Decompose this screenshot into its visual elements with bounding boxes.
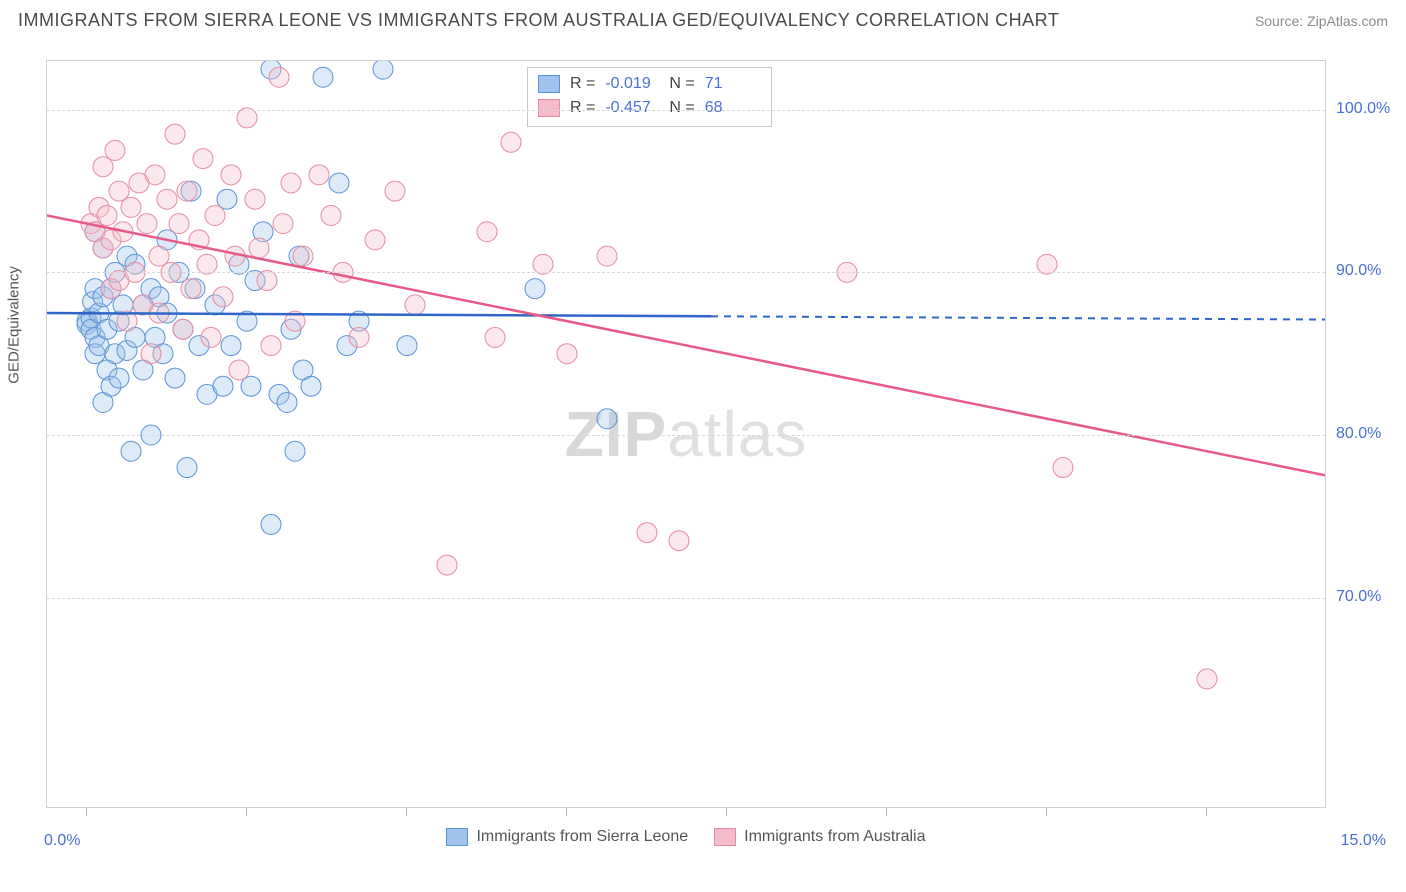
- source-name: ZipAtlas.com: [1307, 13, 1388, 29]
- legend-item-sierra-leone: Immigrants from Sierra Leone: [446, 828, 688, 846]
- legend-row-australia: R = -0.457 N = 68: [538, 96, 759, 120]
- y-tick-label: 90.0%: [1336, 262, 1381, 280]
- series-label-sierra-leone: Immigrants from Sierra Leone: [476, 828, 688, 846]
- n-label: N =: [669, 72, 694, 96]
- source-prefix: Source:: [1255, 13, 1307, 29]
- legend-item-australia: Immigrants from Australia: [714, 828, 925, 846]
- series-legend: Immigrants from Sierra Leone Immigrants …: [46, 828, 1326, 846]
- swatch-sierra-leone: [446, 828, 468, 846]
- y-tick-label: 100.0%: [1336, 100, 1390, 118]
- y-axis-label: GED/Equivalency: [6, 266, 23, 384]
- swatch-australia: [714, 828, 736, 846]
- n-label: N =: [669, 96, 694, 120]
- r-label: R =: [570, 96, 595, 120]
- chart-container: GED/Equivalency ZIPatlas R = -0.019 N = …: [46, 60, 1326, 808]
- chart-title: IMMIGRANTS FROM SIERRA LEONE VS IMMIGRAN…: [18, 10, 1059, 31]
- y-tick-label: 80.0%: [1336, 425, 1381, 443]
- r-label: R =: [570, 72, 595, 96]
- r-value-sierra-leone: -0.019: [605, 72, 659, 96]
- plot-area: ZIPatlas R = -0.019 N = 71 R = -0.457 N …: [46, 60, 1326, 808]
- source-attribution: Source: ZipAtlas.com: [1255, 13, 1388, 29]
- series-label-australia: Immigrants from Australia: [744, 828, 925, 846]
- swatch-australia: [538, 99, 560, 117]
- correlation-legend: R = -0.019 N = 71 R = -0.457 N = 68: [527, 67, 772, 127]
- swatch-sierra-leone: [538, 75, 560, 93]
- y-tick-label: 70.0%: [1336, 588, 1381, 606]
- chart-header: IMMIGRANTS FROM SIERRA LEONE VS IMMIGRAN…: [0, 0, 1406, 39]
- legend-row-sierra-leone: R = -0.019 N = 71: [538, 72, 759, 96]
- n-value-australia: 68: [705, 96, 759, 120]
- n-value-sierra-leone: 71: [705, 72, 759, 96]
- r-value-australia: -0.457: [605, 96, 659, 120]
- x-max-label: 15.0%: [1341, 832, 1386, 850]
